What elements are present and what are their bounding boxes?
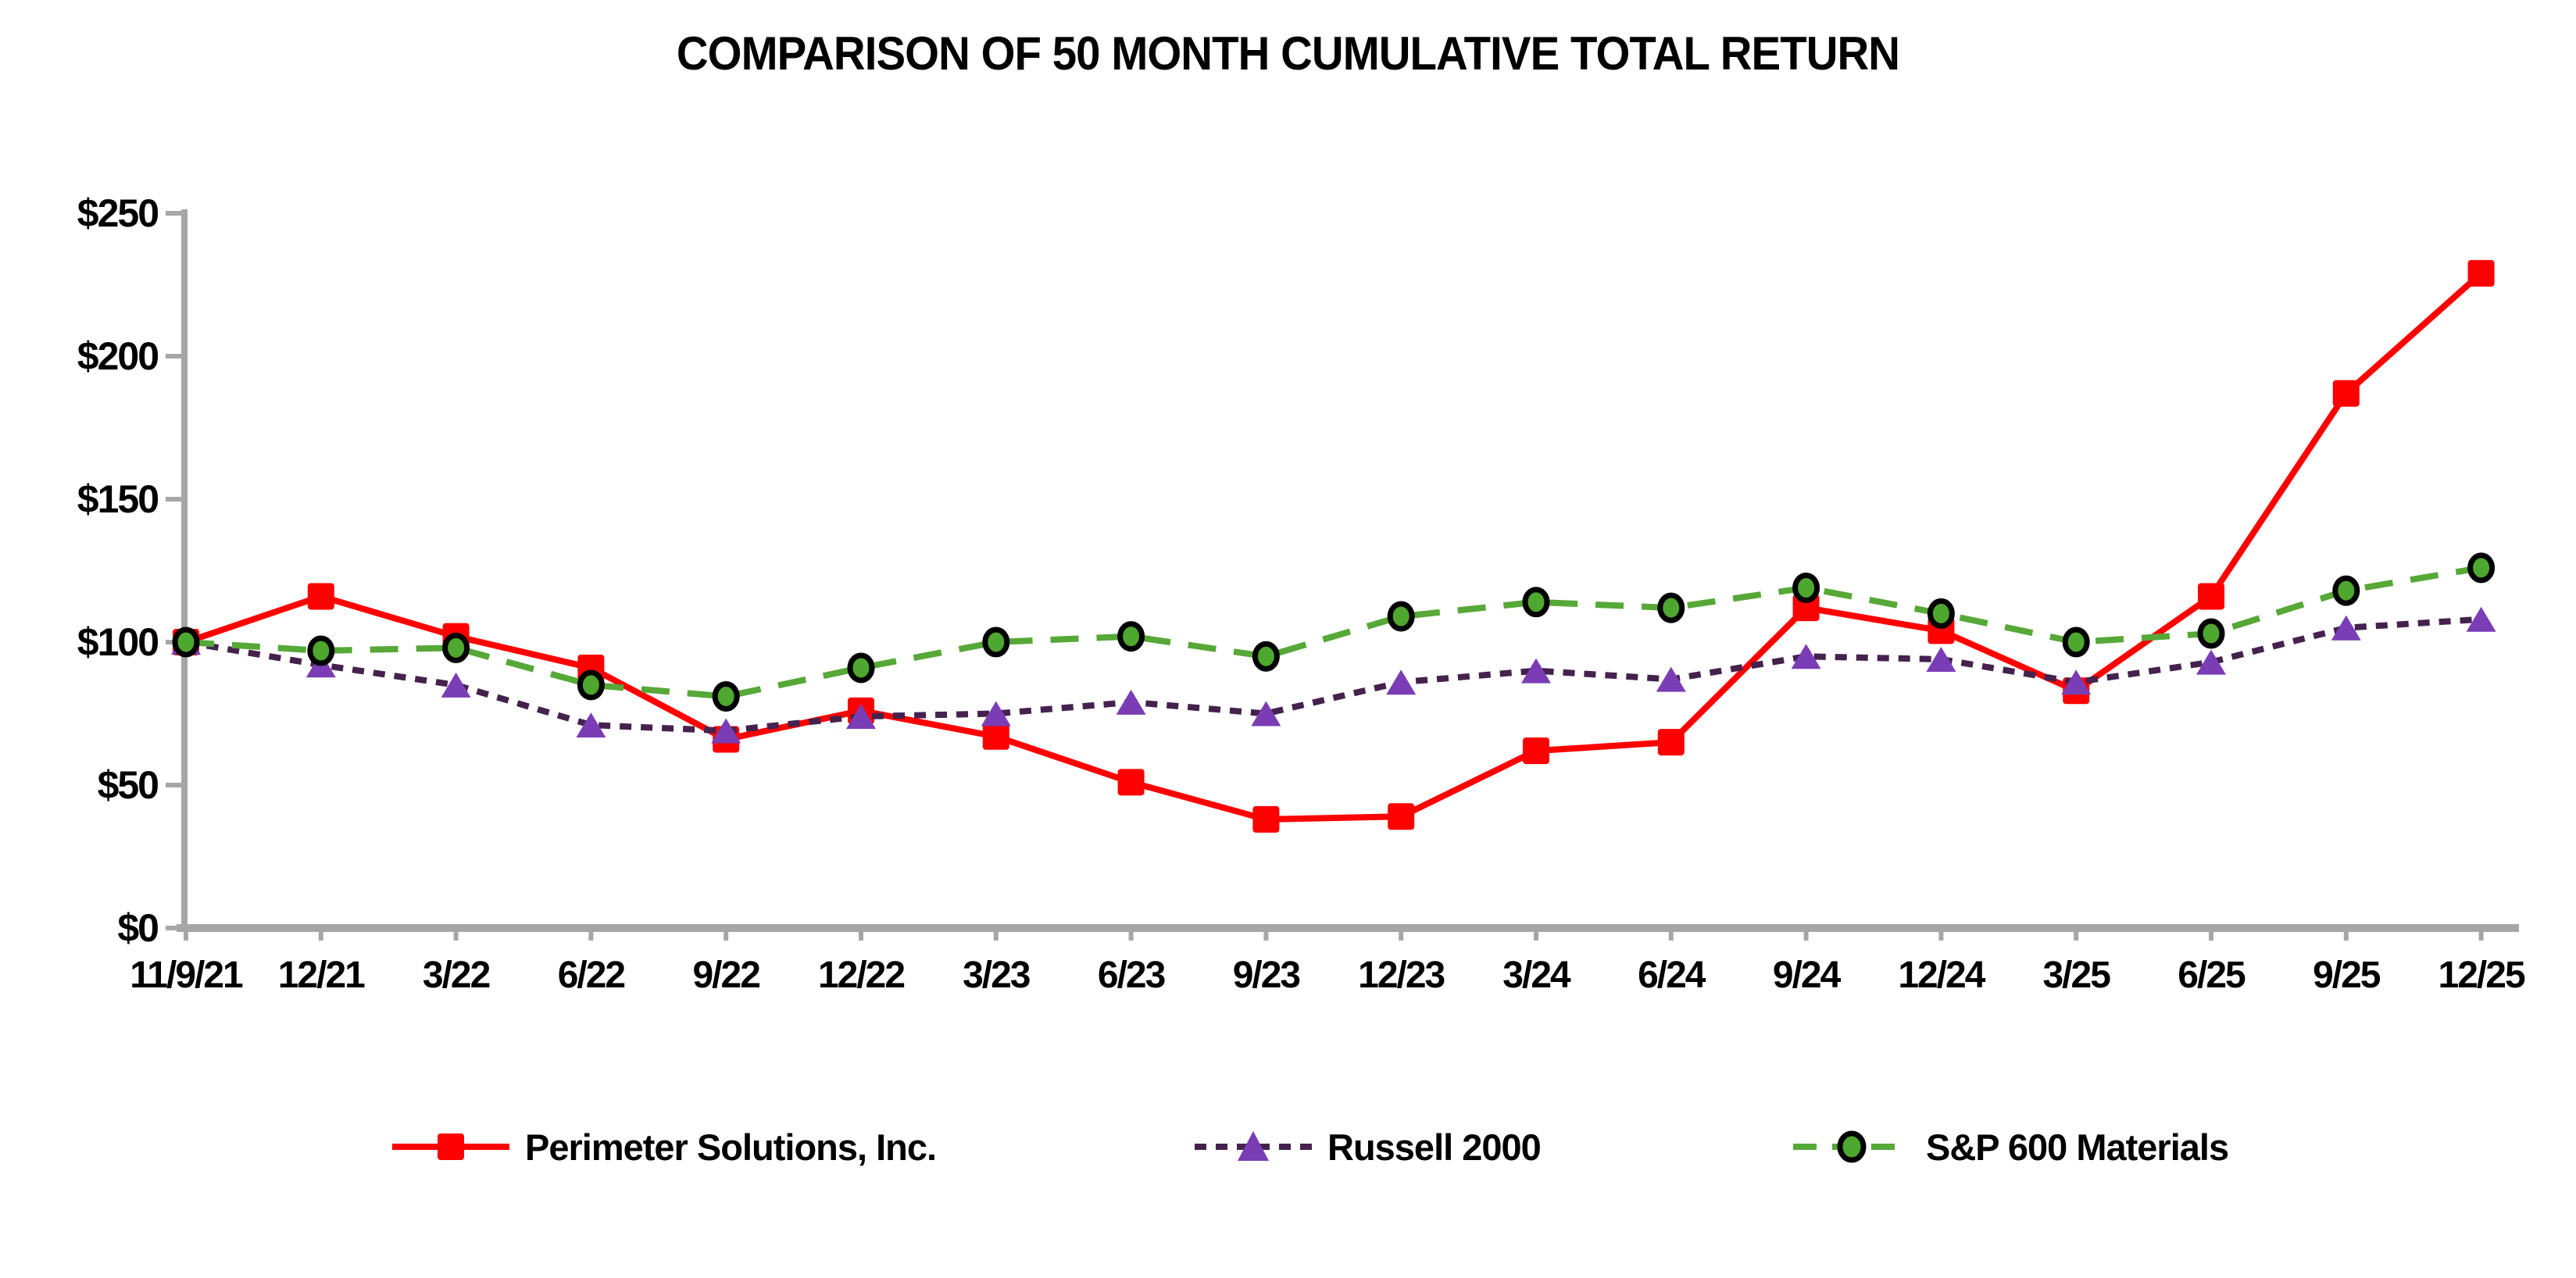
series-line-0 bbox=[184, 270, 2484, 823]
data-point-triangle bbox=[576, 712, 606, 738]
data-point-square bbox=[1523, 737, 1549, 765]
legend-label: Perimeter Solutions, Inc. bbox=[525, 1126, 937, 1168]
data-point-triangle bbox=[441, 672, 471, 698]
data-point-triangle bbox=[1791, 644, 1821, 669]
data-point-triangle bbox=[1386, 669, 1417, 695]
data-point-circle bbox=[2197, 618, 2225, 649]
data-point-square bbox=[1657, 729, 1685, 756]
x-tick-label: 3/25 bbox=[2042, 955, 2110, 996]
data-point-triangle bbox=[1656, 666, 1686, 692]
data-point-triangle bbox=[1251, 701, 1281, 726]
data-point-circle bbox=[1657, 592, 1685, 623]
data-point-square bbox=[1252, 805, 1280, 833]
y-tick-label: $150 bbox=[77, 477, 158, 521]
x-tick-label: 9/22 bbox=[692, 955, 759, 996]
data-point-circle bbox=[2467, 552, 2496, 584]
data-point-circle bbox=[307, 635, 335, 666]
data-point-square bbox=[1388, 803, 1415, 830]
data-point-circle bbox=[442, 632, 470, 663]
x-tick-label: 12/23 bbox=[1358, 955, 1444, 996]
y-tick-label: $0 bbox=[117, 906, 158, 950]
legend-label: S&P 600 Materials bbox=[1926, 1126, 2229, 1168]
data-point-triangle bbox=[2061, 669, 2092, 695]
data-point-circle bbox=[1522, 587, 1550, 618]
data-point-circle bbox=[1252, 641, 1280, 672]
data-point-circle bbox=[712, 681, 740, 712]
y-tick-label: $250 bbox=[77, 191, 158, 235]
x-tick-label: 6/23 bbox=[1098, 955, 1165, 996]
legend-item-sp600-materials: S&P 600 Materials bbox=[1790, 1119, 2229, 1175]
series-line-1 bbox=[185, 616, 2481, 734]
x-tick-label: 12/21 bbox=[278, 955, 365, 996]
data-point-circle bbox=[172, 627, 200, 658]
green-circle-line-marker-icon bbox=[1793, 1130, 1910, 1163]
data-point-circle bbox=[2332, 575, 2360, 606]
data-point-circle bbox=[847, 652, 875, 684]
data-point-triangle bbox=[1521, 658, 1551, 684]
x-tick-label: 6/24 bbox=[1638, 955, 1706, 996]
x-tick-label: 3/22 bbox=[423, 955, 490, 996]
data-point-circle bbox=[577, 669, 605, 701]
x-tick-label: 9/25 bbox=[2313, 955, 2381, 996]
data-point-triangle bbox=[846, 704, 876, 730]
legend-item-russell-2000: Russell 2000 bbox=[1192, 1119, 1542, 1175]
x-tick-label: 6/25 bbox=[2178, 955, 2246, 996]
x-tick-label: 3/24 bbox=[1502, 955, 1571, 996]
data-point-square bbox=[1117, 769, 1145, 796]
data-point-square bbox=[2467, 259, 2495, 287]
chart-legend: Perimeter Solutions, Inc. Russell 2000 S… bbox=[0, 1119, 2576, 1175]
data-point-circle bbox=[1117, 621, 1145, 652]
red-square-line-marker-icon bbox=[392, 1133, 509, 1160]
data-point-triangle bbox=[1116, 689, 1146, 715]
data-point-square bbox=[2332, 380, 2360, 407]
x-tick-label: 6/22 bbox=[558, 955, 625, 996]
x-tick-label: 11/9/21 bbox=[130, 955, 243, 996]
data-point-triangle bbox=[2331, 615, 2361, 641]
data-point-circle bbox=[2062, 627, 2090, 658]
x-tick-label: 12/22 bbox=[818, 955, 904, 996]
data-point-square bbox=[982, 723, 1009, 750]
x-tick-label: 3/23 bbox=[963, 955, 1030, 996]
x-tick-label: 12/24 bbox=[1898, 955, 1985, 996]
data-point-circle bbox=[1792, 572, 1820, 603]
data-point-triangle bbox=[981, 701, 1011, 726]
series-line-2 bbox=[185, 564, 2482, 700]
data-point-triangle bbox=[2196, 649, 2226, 675]
x-tick-label: 12/25 bbox=[2438, 955, 2525, 996]
data-point-square bbox=[2198, 583, 2224, 610]
data-point-triangle bbox=[1926, 646, 1956, 672]
legend-item-perimeter-solutions: Perimeter Solutions, Inc. bbox=[389, 1119, 937, 1175]
y-tick-label: $200 bbox=[77, 334, 158, 378]
y-tick-label: $100 bbox=[77, 620, 158, 664]
chart-title: COMPARISON OF 50 MONTH CUMULATIVE TOTAL … bbox=[676, 27, 1900, 80]
legend-label: Russell 2000 bbox=[1327, 1126, 1542, 1168]
x-tick-label: 9/23 bbox=[1233, 955, 1300, 996]
y-tick-label: $50 bbox=[98, 763, 159, 807]
purple-triangle-line-marker-icon bbox=[1195, 1131, 1312, 1161]
data-point-square bbox=[1792, 594, 1820, 622]
data-point-triangle bbox=[711, 718, 741, 744]
data-point-triangle bbox=[2466, 606, 2496, 632]
data-point-circle bbox=[1387, 601, 1415, 632]
x-tick-label: 9/24 bbox=[1773, 955, 1842, 996]
data-point-circle bbox=[982, 627, 1010, 658]
data-point-circle bbox=[1927, 598, 1955, 629]
data-point-square bbox=[307, 583, 334, 610]
